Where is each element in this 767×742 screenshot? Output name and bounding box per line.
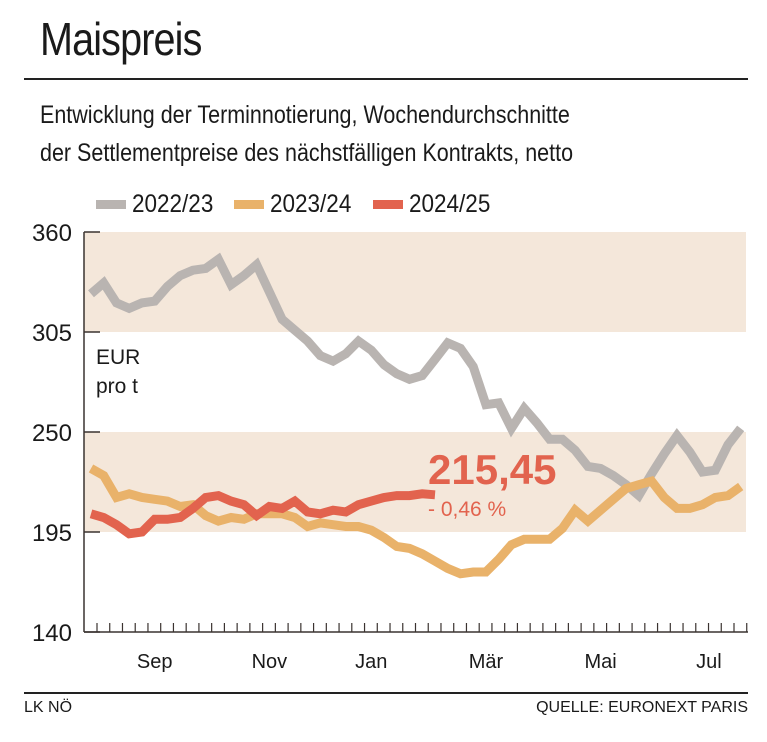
legend-label-2022-23: 2022/23	[132, 190, 214, 218]
unit-label-pro-t: pro t	[96, 375, 138, 398]
footer-divider	[24, 692, 748, 694]
x-tick-label-Mär: Mär	[469, 651, 504, 673]
y-tick-label-195: 195	[32, 520, 72, 547]
x-axis-labels: Sep Nov Jan Mär Mai Jul	[137, 651, 722, 673]
y-axis-labels: 140 195 250 305 360	[32, 220, 72, 647]
y-tick-label-250: 250	[32, 420, 72, 447]
legend-swatch-2022-23	[96, 200, 126, 209]
x-tick-label-Nov: Nov	[252, 651, 288, 673]
y-tick-label-140: 140	[32, 620, 72, 647]
legend-item-2023-24: 2023/24	[234, 190, 360, 219]
y-tick-label-305: 305	[32, 320, 72, 347]
footer-source: QUELLE: EURONEXT PARIS	[536, 699, 748, 716]
x-tick-label-Jan: Jan	[355, 651, 387, 673]
legend-item-2022-23: 2022/23	[96, 190, 222, 219]
legend: 2022/23 2023/24 2024/25	[96, 190, 511, 219]
legend-label-2023-24: 2023/24	[270, 190, 352, 218]
chart-title: Maispreis	[40, 13, 202, 65]
subtitle-line-2: der Settlementpreise des nächstfälligen …	[40, 139, 574, 167]
legend-swatch-2023-24	[234, 200, 265, 209]
chart-subtitle: Entwicklung der Terminnotierung, Wochend…	[40, 96, 573, 172]
current-price-annotation: 215,45	[428, 446, 556, 493]
series-line-2023-24	[88, 464, 744, 579]
legend-label-2024-25: 2024/25	[408, 190, 491, 218]
footer-credit: LK NÖ	[24, 699, 73, 716]
title-divider	[24, 78, 748, 80]
shaded-band-0	[84, 232, 746, 332]
unit-label-eur: EUR	[96, 346, 140, 369]
x-axis-ticks	[96, 623, 748, 632]
series-line-2024-25	[89, 489, 436, 539]
series-lines	[88, 252, 745, 579]
x-tick-label-Jul: Jul	[696, 651, 722, 673]
legend-item-2024-25: 2024/25	[372, 190, 499, 219]
subtitle-line-1: Entwicklung der Terminnotierung, Wochend…	[40, 101, 570, 129]
x-tick-label-Mai: Mai	[584, 651, 616, 673]
legend-swatch-2024-25	[372, 200, 403, 209]
y-tick-label-360: 360	[32, 220, 72, 247]
price-change-annotation: - 0,46 %	[428, 498, 506, 521]
x-tick-label-Sep: Sep	[137, 651, 173, 673]
